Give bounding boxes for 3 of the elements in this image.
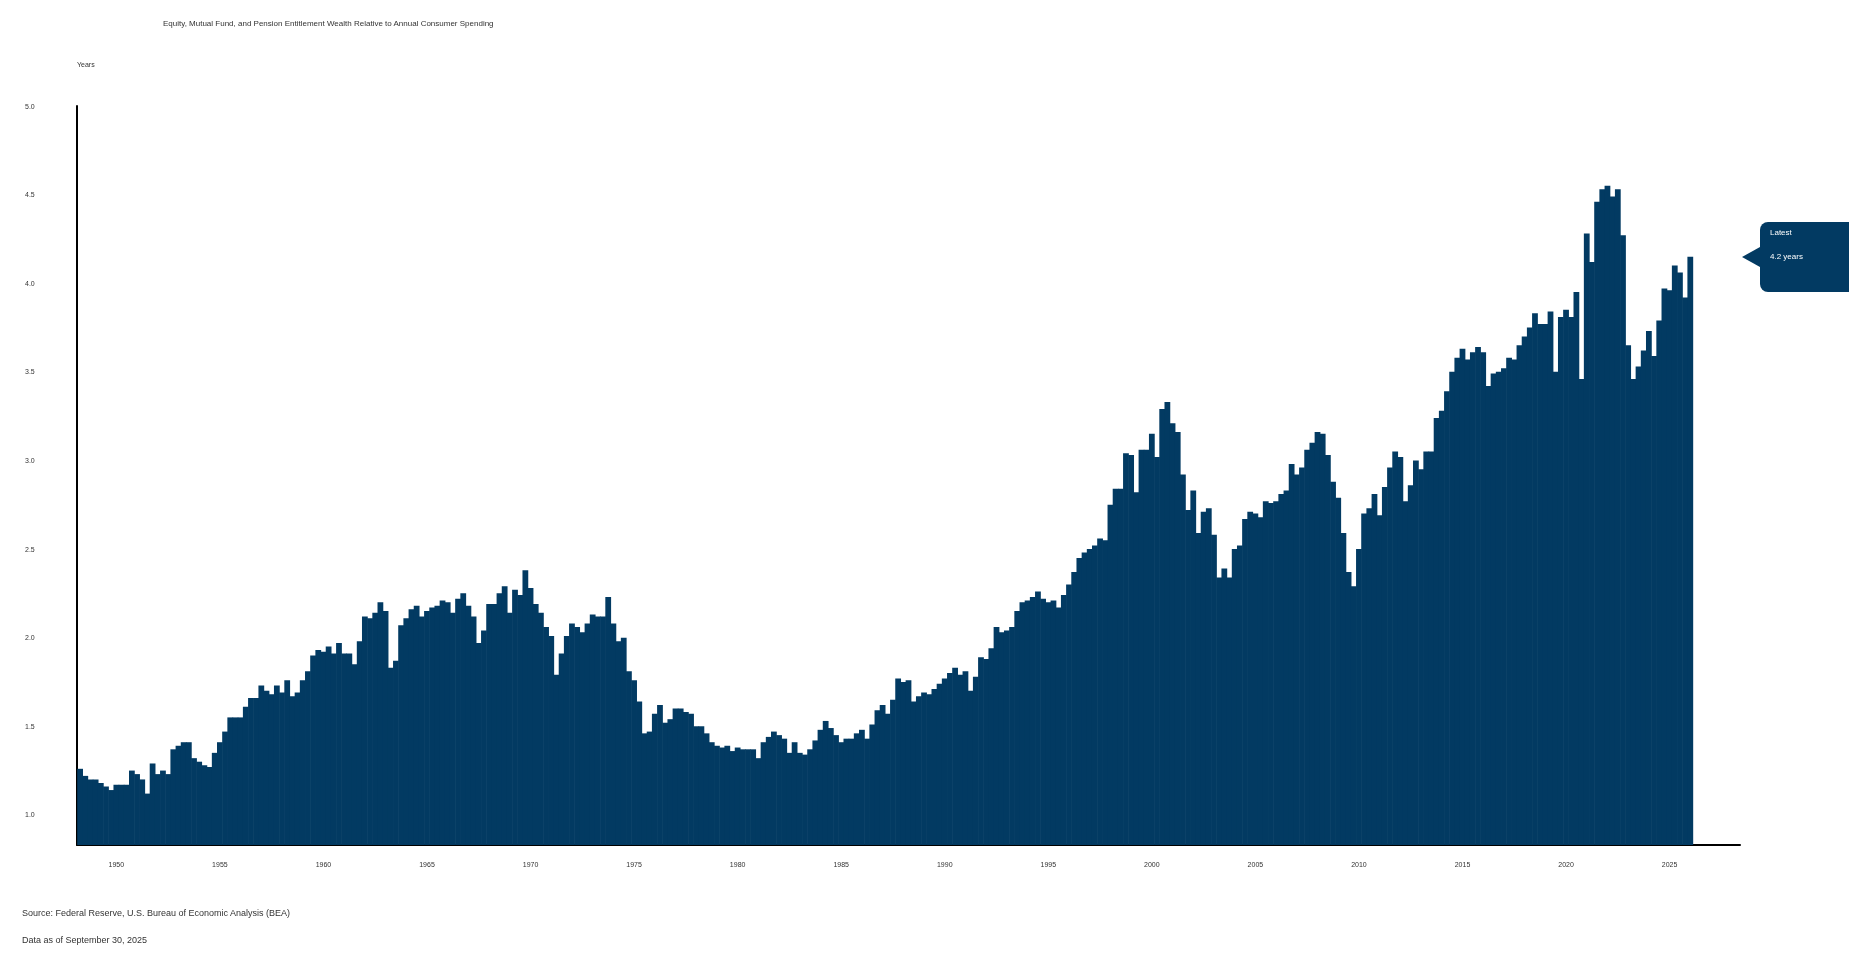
text: Data as of September 30, 2025 <box>22 934 148 945</box>
source-note: Source: Federal Reserve, U.S. Bureau of Economic Analysis (BEA) <box>22 907 291 918</box>
chart-title: Equity, Mutual Fund, and Pension Entitlement Wealth Relative to Annual Consumer Spending <box>163 18 494 28</box>
